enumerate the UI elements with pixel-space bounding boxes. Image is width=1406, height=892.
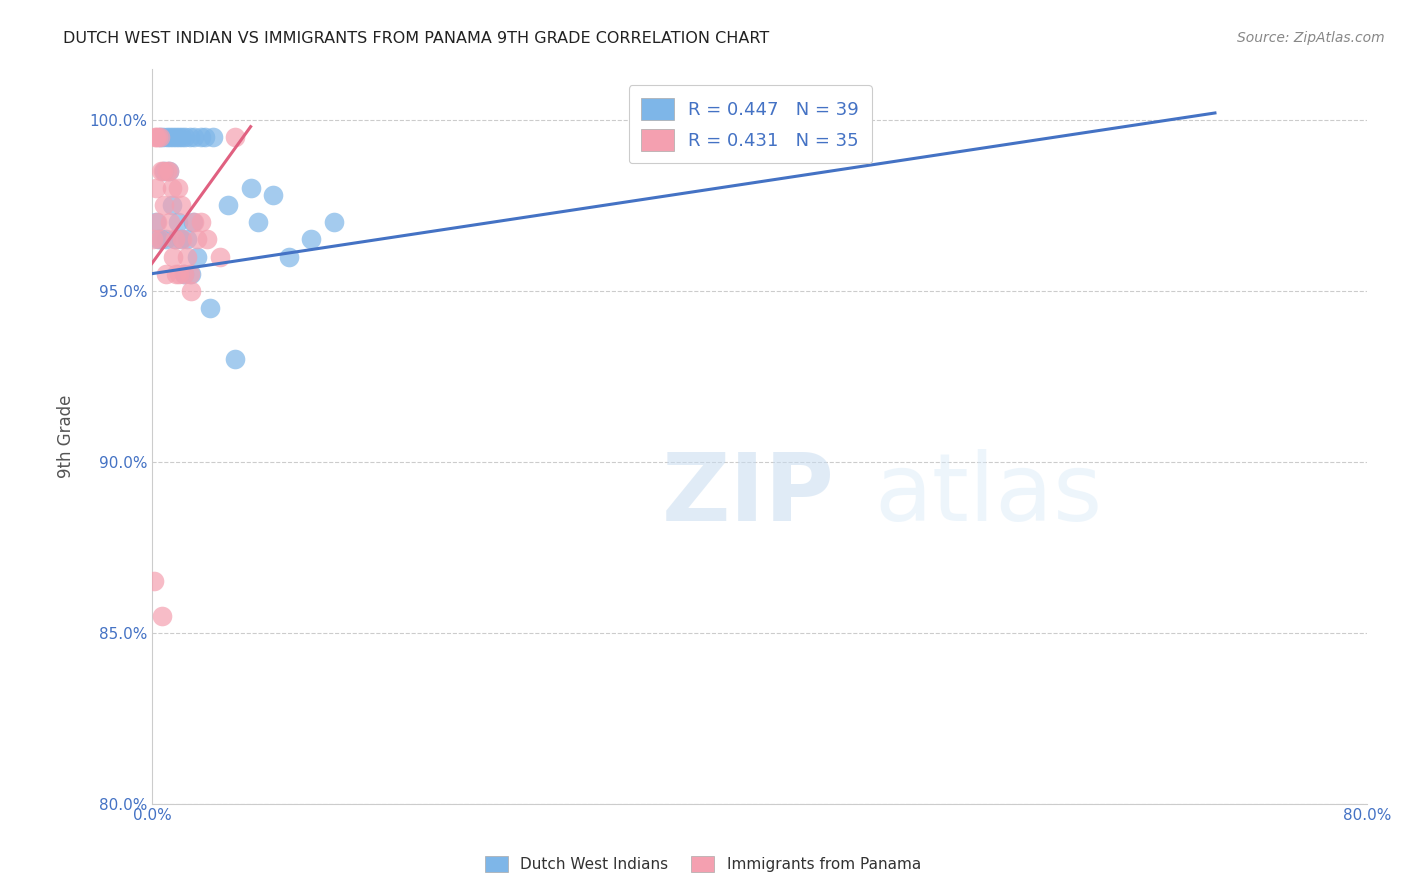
Point [824, 106, 846, 120]
Point [156, 164, 179, 178]
Point [162, 250, 184, 264]
Point [181, 215, 204, 229]
Point [198, 301, 221, 315]
Point [186, 250, 208, 264]
Point [146, 129, 169, 144]
Y-axis label: 9th Grade: 9th Grade [58, 394, 75, 478]
Text: atlas: atlas [875, 449, 1104, 541]
Point [150, 164, 173, 178]
Point [170, 198, 193, 212]
Point [299, 232, 322, 246]
Legend: Dutch West Indians, Immigrants from Panama: Dutch West Indians, Immigrants from Pana… [478, 848, 928, 880]
Point [143, 574, 166, 589]
Point [190, 129, 212, 144]
Point [183, 129, 205, 144]
Point [160, 198, 183, 212]
Point [277, 250, 299, 264]
Point [173, 267, 195, 281]
Point [239, 181, 262, 195]
Point [145, 181, 167, 195]
Point [195, 232, 218, 246]
Point [247, 215, 270, 229]
Point [190, 215, 212, 229]
Point [146, 232, 169, 246]
Point [148, 129, 170, 144]
Point [224, 352, 246, 367]
Point [179, 129, 201, 144]
Point [174, 129, 197, 144]
Point [209, 250, 232, 264]
Point [172, 129, 194, 144]
Point [159, 129, 181, 144]
Point [172, 232, 194, 246]
Point [160, 181, 183, 195]
Point [155, 267, 177, 281]
Point [173, 267, 195, 281]
Point [176, 250, 198, 264]
Point [179, 267, 201, 281]
Point [186, 232, 208, 246]
Point [143, 129, 166, 144]
Point [167, 129, 190, 144]
Point [167, 267, 190, 281]
Point [159, 215, 181, 229]
Point [183, 215, 205, 229]
Point [153, 198, 176, 212]
Point [156, 129, 179, 144]
Point [150, 232, 173, 246]
Legend: R = 0.447   N = 39, R = 0.431   N = 35: R = 0.447 N = 39, R = 0.431 N = 35 [628, 85, 872, 163]
Point [201, 129, 224, 144]
Text: Source: ZipAtlas.com: Source: ZipAtlas.com [1237, 31, 1385, 45]
Point [170, 232, 193, 246]
Text: ZIP: ZIP [662, 449, 835, 541]
Point [145, 129, 167, 144]
Point [180, 284, 202, 298]
Point [163, 232, 186, 246]
Point [165, 267, 187, 281]
Point [146, 215, 169, 229]
Point [155, 232, 177, 246]
Point [142, 232, 165, 246]
Point [152, 129, 174, 144]
Point [152, 164, 174, 178]
Point [157, 164, 180, 178]
Point [224, 129, 246, 144]
Point [150, 608, 173, 623]
Point [163, 232, 186, 246]
Point [194, 129, 217, 144]
Point [162, 129, 184, 144]
Text: DUTCH WEST INDIAN VS IMMIGRANTS FROM PANAMA 9TH GRADE CORRELATION CHART: DUTCH WEST INDIAN VS IMMIGRANTS FROM PAN… [63, 31, 769, 46]
Point [148, 129, 170, 144]
Point [145, 215, 167, 229]
Point [176, 232, 198, 246]
Point [149, 232, 172, 246]
Point [180, 267, 202, 281]
Point [153, 164, 176, 178]
Point [262, 188, 284, 202]
Point [166, 215, 188, 229]
Point [157, 164, 180, 178]
Point [323, 215, 346, 229]
Point [217, 198, 239, 212]
Point [166, 181, 188, 195]
Point [165, 129, 187, 144]
